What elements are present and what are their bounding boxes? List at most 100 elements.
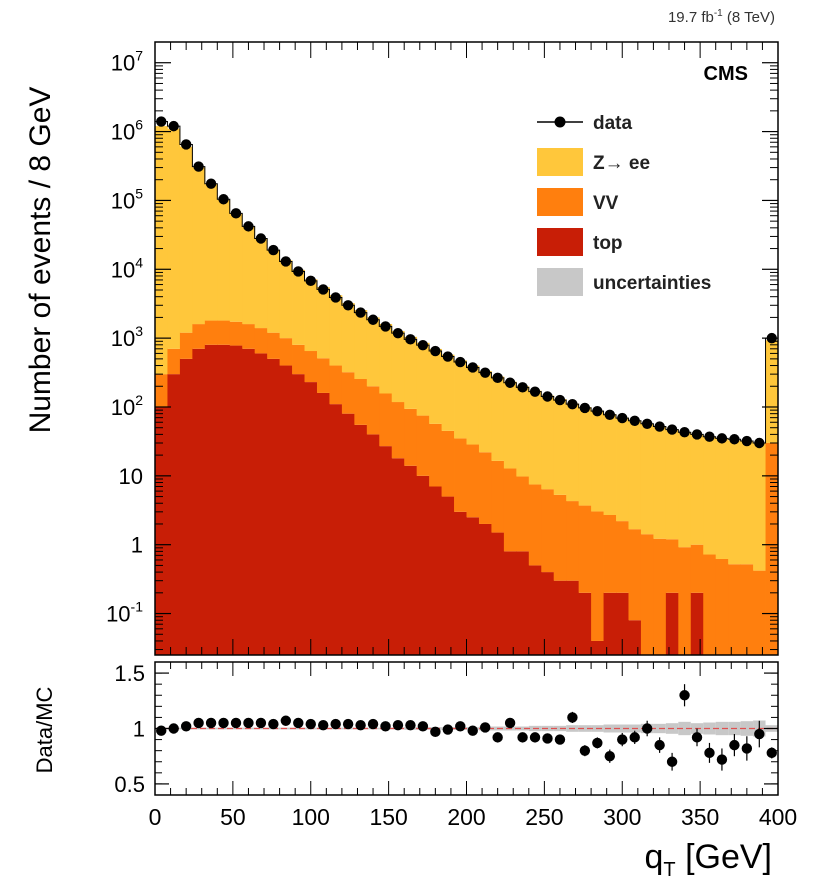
y-tick-base: 10 xyxy=(111,326,135,351)
bar-vv xyxy=(379,393,393,447)
bar-top xyxy=(690,592,704,655)
bar-top xyxy=(591,640,604,655)
bar-vv xyxy=(678,547,692,655)
ratio-uncertainty-band xyxy=(553,725,567,732)
data-point xyxy=(380,321,391,332)
x-tick-label: 300 xyxy=(603,804,641,830)
data-point xyxy=(654,421,665,432)
data-point xyxy=(367,314,379,325)
ratio-point xyxy=(654,739,665,751)
bar-zee xyxy=(553,399,567,495)
bar-top xyxy=(491,532,505,655)
ratio-point xyxy=(255,717,267,729)
bar-vv xyxy=(516,476,530,552)
bar-zee xyxy=(254,238,268,329)
ratio-uncertainty-band xyxy=(192,727,205,730)
legend-label: VV xyxy=(593,193,619,214)
legend-item-uncert: uncertainties xyxy=(537,268,711,296)
bar-top xyxy=(404,465,418,655)
legend-label: top xyxy=(593,233,623,254)
bar-vv xyxy=(591,511,604,641)
lumi-superscript: -1 xyxy=(714,8,723,19)
data-point xyxy=(754,437,765,449)
ratio-axis-ticks: 1.5 1 0.50 50 100 150 200 250 300 350 400 xyxy=(114,661,797,830)
bar-top xyxy=(566,580,580,655)
x-tick-label: 250 xyxy=(525,804,563,830)
bar-zee xyxy=(678,432,692,548)
ratio-point xyxy=(442,724,454,735)
data-point xyxy=(579,402,591,414)
ratio-point xyxy=(704,747,715,759)
data-point xyxy=(517,382,528,393)
ratio-point xyxy=(629,732,640,743)
bar-vv xyxy=(503,468,517,552)
data-point xyxy=(542,391,553,402)
data-point xyxy=(479,367,491,378)
ratio-point xyxy=(193,717,204,729)
x-tick-label: 200 xyxy=(447,804,485,830)
bar-top xyxy=(204,344,218,655)
ratio-point xyxy=(579,745,591,756)
bar-top xyxy=(616,592,629,655)
bar-vv xyxy=(391,402,405,459)
legend-item-zee: Z→ ee xyxy=(537,148,650,176)
data-point xyxy=(430,345,441,357)
ratio-point xyxy=(405,719,416,731)
bar-top xyxy=(416,475,430,655)
data-point xyxy=(293,266,304,277)
lumi-value: 19.7 fb xyxy=(668,9,714,26)
bar-vv xyxy=(640,534,654,655)
ratio-plot-panel: 1.5 1 0.50 50 100 150 200 250 300 350 400 xyxy=(114,661,797,830)
bar-vv xyxy=(653,538,667,655)
bar-vv xyxy=(628,529,642,621)
bar-vv xyxy=(254,328,268,354)
bar-top xyxy=(391,458,405,655)
bar-top xyxy=(665,592,679,655)
bar-top xyxy=(578,592,592,655)
y-tick-label: 103 xyxy=(111,323,143,351)
stacked-histogram xyxy=(155,126,779,655)
x-axis-symbol: q xyxy=(644,838,663,876)
legend-label: Z→ ee xyxy=(593,153,650,174)
data-point xyxy=(405,334,416,345)
bar-zee xyxy=(316,287,330,359)
x-axis-subscript: T xyxy=(663,859,675,880)
bar-zee xyxy=(640,423,654,535)
bar-top xyxy=(603,592,617,655)
bar-zee xyxy=(429,348,442,424)
bar-vv xyxy=(728,564,742,655)
bar-top xyxy=(267,358,280,655)
bar-top xyxy=(341,413,355,655)
ratio-uncertainty-band xyxy=(616,724,629,733)
bar-top xyxy=(292,374,305,655)
bar-zee xyxy=(690,434,704,545)
bar-vv xyxy=(229,321,243,346)
bar-vv xyxy=(765,442,779,655)
bar-vv xyxy=(578,505,592,593)
bar-vv xyxy=(454,438,467,512)
ratio-uncertainty-band xyxy=(578,725,592,732)
ratio-point xyxy=(293,717,304,729)
y-tick-label: 107 xyxy=(111,48,143,76)
ratio-point xyxy=(716,754,728,765)
x-axis-label: qT [GeV] xyxy=(644,838,772,880)
ratio-point xyxy=(205,717,217,729)
ratio-y-tick-label: 1 xyxy=(133,717,145,742)
bar-vv xyxy=(429,423,442,487)
bar-top xyxy=(379,446,393,655)
ratio-point xyxy=(305,718,316,730)
bar-vv xyxy=(553,494,567,581)
ratio-point xyxy=(230,717,242,729)
x-tick-label: 50 xyxy=(220,804,246,830)
bar-top xyxy=(316,392,330,655)
bar-zee xyxy=(341,303,355,373)
legend-label: uncertainties xyxy=(593,273,711,294)
ratio-uncertainty-band xyxy=(254,727,268,730)
bar-zee xyxy=(329,295,343,366)
bar-vv xyxy=(466,444,480,518)
bar-vv xyxy=(316,358,330,393)
bar-top xyxy=(242,348,256,655)
bar-top xyxy=(179,358,193,655)
bar-top xyxy=(454,511,467,655)
data-point xyxy=(442,351,454,362)
